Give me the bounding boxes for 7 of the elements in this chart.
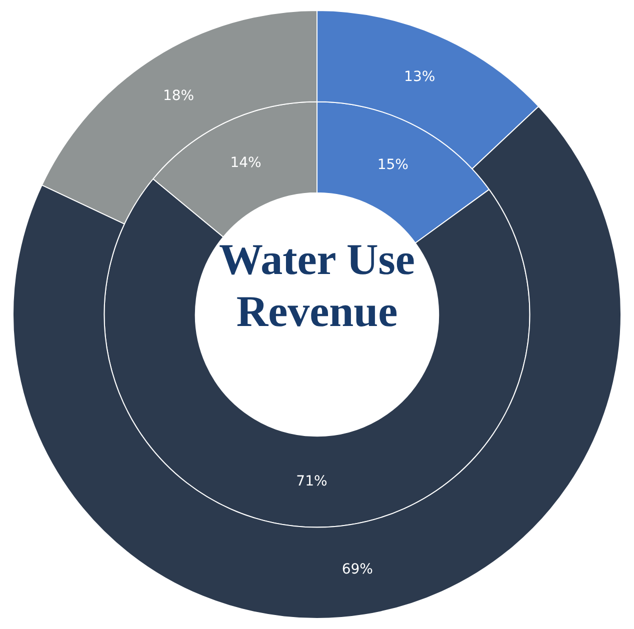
data-label: 14% [230,154,262,171]
text: Water Use Revenue [218,234,416,338]
data-label: 69% [342,561,373,578]
data-label: 13% [404,68,436,85]
data-label: 18% [162,88,194,104]
data-label: 71% [296,473,328,490]
data-label: 15% [377,157,408,174]
